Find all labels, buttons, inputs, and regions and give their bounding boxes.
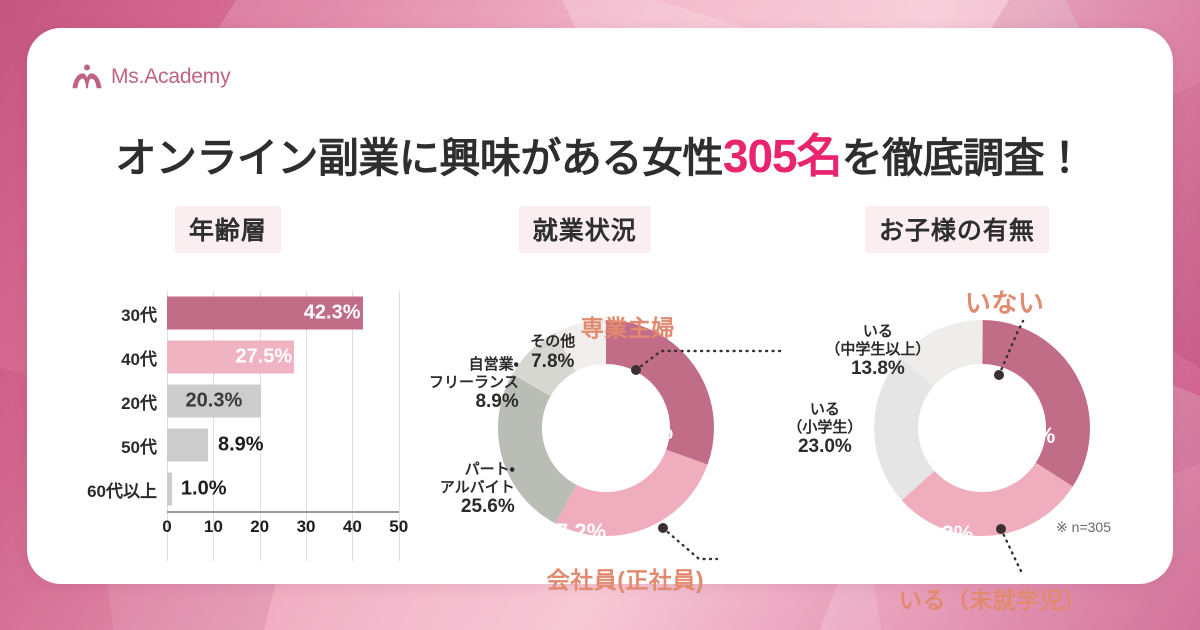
donut-label-elementary: いる （小学生） 23.0% [765, 401, 885, 459]
donut-value-other: 7.8% [531, 350, 575, 372]
x-axis-tick: 30 [296, 517, 316, 536]
x-axis-tick: 0 [162, 517, 172, 536]
donut-label-elem-line1: いる [809, 401, 840, 418]
bar-track: 8.9% [167, 423, 399, 467]
panel-children-status: お子様の有無 [771, 206, 1143, 613]
bar-value-label: 20.3% [185, 389, 243, 412]
donut-employment-svg [497, 320, 714, 536]
content-card: Ms.Academy オンライン副業に興味がある女性305名を徹底調査！ 年齢層 [27, 28, 1173, 613]
bar-track: 27.5% [167, 335, 399, 379]
donut-value-no-children: 34.1% [992, 423, 1056, 448]
ms-academy-person-m-icon [72, 64, 102, 89]
bar-value-label: 27.5% [235, 345, 293, 368]
bar-value-label: 42.3% [303, 301, 361, 324]
bar-fill [167, 340, 295, 374]
donut-chart-employment: 専業主婦 30.5% 会社員(正社員) 27.2% 自営業・ フリーランス 8.… [399, 271, 782, 601]
bar-category-label: 40代 [121, 349, 157, 369]
panel-title-age: 年齢層 [174, 206, 281, 253]
donut-value-preschool-children: 29.2% [910, 521, 974, 546]
donut-chart-children: いない 34.1% いる（未就学児） 29.2% いる （中学生以上） 13.8… [771, 271, 1143, 613]
bar-fill [167, 296, 364, 330]
bar-category-label: 20代 [121, 393, 157, 413]
donut-value-self-employed: 8.9% [475, 391, 519, 413]
callout-label-homemaker: 専業主婦 [580, 315, 675, 341]
callout-label-fulltime-employee: 会社員(正社員) [546, 567, 705, 593]
donut-label-other: その他 7.8% [505, 333, 601, 373]
donut-label-jhs-line2: （中学生以上） [825, 340, 931, 358]
bar-row: 20代 20.3% [57, 379, 399, 423]
callout-label-no-children: いない [964, 288, 1045, 318]
bar-chart-age: 30代 42.3% 40代 27.5% [57, 291, 408, 561]
donut-value-fulltime-employee: 27.2% [543, 519, 607, 544]
callout-label-preschool-children: いる（未就学児） [898, 587, 1087, 613]
donut-label-jhs-line1: いる [862, 323, 893, 340]
bar-fill [167, 428, 209, 462]
bar-chart-x-axis: 0 10 20 30 40 50 [162, 511, 408, 537]
headline-part-2: を徹底調査！ [841, 135, 1086, 181]
donut-label-parttime-line1: パート・ [464, 461, 515, 478]
sample-size-footnote: ※ n=305 [1056, 519, 1111, 535]
donut-value-parttime: 25.6% [460, 496, 515, 518]
callout-leader-lines-employment [630, 349, 782, 561]
headline-part-1: オンライン副業に興味がある女性 [115, 135, 723, 181]
bar-row: 40代 27.5% [57, 335, 399, 379]
panel-employment-status: 就業状況 [399, 206, 782, 606]
bar-category-label: 50代 [121, 437, 157, 457]
donut-label-self-employed: 自営業・ フリーランス 8.9% [391, 356, 519, 414]
bar-fill [167, 472, 172, 506]
bar-track: 20.3% [167, 379, 399, 423]
donut-value-junior-high-or-above: 13.8% [850, 358, 905, 380]
donut-label-self-employed-line1: 自営業・ [468, 356, 519, 373]
headline-accent-count: 305名 [722, 130, 843, 182]
donut-label-parttime-line2: アルバイト [439, 478, 515, 496]
donut-label-parttime: パート・ アルバイト 25.6% [385, 461, 515, 519]
panel-title-employment: 就業状況 [518, 206, 651, 253]
donut-label-elem-line2: （小学生） [787, 418, 863, 436]
panel-title-children: お子様の有無 [864, 206, 1049, 253]
donut-label-other-name: その他 [530, 333, 576, 350]
donut-value-homemaker: 30.5% [610, 419, 674, 444]
x-axis-tick: 50 [389, 517, 409, 536]
donut-label-junior-high-or-above: いる （中学生以上） 13.8% [799, 323, 957, 381]
panel-age-distribution: 年齢層 30代 42.3% [57, 206, 408, 606]
brand-name: Ms.Academy [111, 65, 231, 88]
donut-value-elementary: 23.0% [797, 436, 852, 458]
bar-track: 1.0% [167, 467, 399, 511]
bar-row: 50代 8.9% [57, 423, 399, 467]
donut-label-self-employed-line2: フリーランス [429, 373, 519, 391]
bar-track: 42.3% [167, 291, 399, 335]
bar-category-label: 30代 [121, 305, 157, 325]
bar-row: 60代以上 1.0% [57, 467, 399, 511]
donut-children-svg [873, 320, 1090, 536]
brand-logo: Ms.Academy [71, 64, 231, 90]
x-axis-tick: 10 [203, 517, 223, 536]
bar-value-label: 1.0% [180, 477, 227, 500]
bar-fill [167, 384, 262, 418]
bar-category-label: 60代以上 [87, 481, 157, 501]
x-axis-tick: 20 [250, 517, 270, 536]
page-title: オンライン副業に興味がある女性305名を徹底調査！ [27, 120, 1173, 186]
bar-value-label: 8.9% [217, 433, 264, 456]
charts-row: 年齢層 30代 42.3% [57, 206, 1143, 613]
callout-leader-lines-children [993, 319, 1025, 577]
x-axis-tick: 40 [342, 517, 362, 536]
bar-row: 30代 42.3% [57, 291, 399, 335]
